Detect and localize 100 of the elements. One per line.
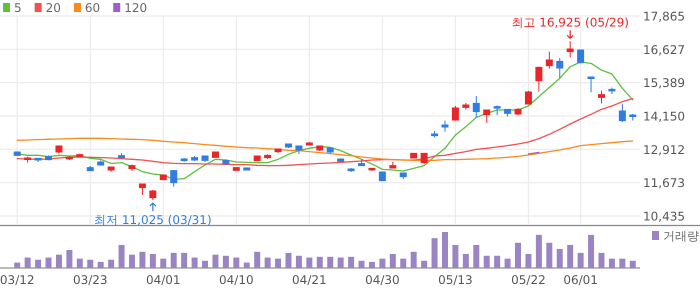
candlestick	[472, 95, 480, 118]
bar	[14, 262, 20, 268]
legend-label: 20	[46, 1, 61, 15]
candlestick	[14, 150, 21, 156]
candlestick	[358, 158, 366, 166]
bar	[118, 244, 125, 268]
bar	[536, 234, 542, 268]
candlestick	[212, 152, 219, 158]
y-tick-label: 11,673	[643, 176, 685, 190]
candlestick	[295, 146, 302, 154]
candlestick	[108, 166, 115, 172]
bar	[316, 256, 323, 268]
candlestick	[316, 146, 324, 152]
y-tick-label: 15,389	[643, 76, 685, 90]
candlestick	[170, 169, 178, 188]
candlestick	[66, 155, 73, 160]
bar	[504, 258, 511, 268]
bar	[421, 260, 428, 268]
bar	[128, 254, 135, 268]
candlestick	[274, 148, 282, 154]
legend-label: 5	[14, 1, 22, 15]
candlestick	[180, 158, 188, 162]
legend-label: 60	[84, 1, 100, 15]
candlestick	[524, 90, 532, 105]
candlestick	[149, 189, 156, 201]
candlestick	[118, 152, 126, 160]
bar	[222, 256, 229, 268]
bar	[410, 252, 417, 268]
bar	[432, 238, 438, 268]
legend-label: 거래량	[663, 229, 699, 243]
candlestick	[535, 66, 542, 92]
y-tick-label: 10,435	[643, 209, 685, 224]
candlestick	[191, 155, 198, 162]
candlestick	[34, 158, 42, 162]
legend-label: 120	[124, 1, 148, 15]
candlestick	[128, 164, 136, 172]
x-tick-label: 04/21	[292, 273, 327, 287]
bar	[254, 252, 260, 268]
bar	[462, 254, 469, 268]
x-tick-label: 03/12	[0, 273, 35, 287]
candlestick	[264, 154, 272, 160]
candlestick	[389, 161, 396, 168]
candlestick	[76, 153, 84, 158]
bar	[588, 234, 594, 268]
bar	[358, 260, 365, 268]
bar	[160, 258, 166, 268]
candlestick	[243, 166, 250, 171]
candlestick	[483, 109, 490, 124]
x-tick-label: 04/01	[146, 273, 181, 287]
bar	[244, 262, 250, 268]
bar	[76, 258, 83, 268]
candlestick	[284, 144, 292, 148]
x-tick-label: 06/01	[563, 273, 598, 287]
x-tick-label: 04/30	[365, 273, 400, 287]
bar	[494, 256, 500, 268]
annotation: 최고 16,925 (05/29)	[511, 15, 629, 30]
bar	[170, 252, 177, 268]
candlestick	[55, 144, 62, 154]
bar	[630, 260, 636, 268]
bar	[24, 258, 31, 268]
bar	[442, 232, 448, 268]
bar	[296, 256, 302, 268]
y-tick-label: 12,912	[643, 142, 685, 157]
bar	[368, 262, 375, 268]
candlestick	[629, 114, 636, 122]
annotation: 최저 11,025 (03/31)	[94, 213, 212, 228]
x-tick-label: 04/10	[219, 273, 254, 287]
candlestick	[45, 154, 52, 161]
bar	[484, 256, 490, 268]
bar	[379, 258, 386, 268]
y-tick-label: 14,150	[643, 109, 685, 124]
bar	[98, 262, 104, 268]
bar	[150, 254, 156, 268]
bar	[546, 242, 552, 268]
candlestick	[494, 104, 501, 116]
candlestick	[86, 166, 94, 172]
bar	[608, 258, 615, 268]
y-tick-label: 17,865	[643, 10, 685, 24]
bar	[66, 250, 72, 268]
line-series	[16, 138, 634, 162]
candlestick	[431, 130, 438, 138]
bar	[192, 258, 198, 268]
bar	[233, 258, 240, 268]
line-series	[16, 98, 634, 166]
bar	[338, 258, 344, 268]
candlestick	[504, 108, 512, 118]
bar	[556, 248, 563, 268]
bar	[202, 260, 208, 268]
bar	[139, 252, 146, 268]
candlestick	[326, 147, 334, 154]
candlestick	[566, 40, 574, 58]
candlestick	[378, 172, 386, 182]
x-tick-label: 03/23	[72, 273, 108, 287]
y-tick-label: 16,627	[643, 42, 685, 57]
bar	[348, 256, 354, 268]
candlestick	[24, 156, 32, 164]
bar	[525, 254, 532, 268]
bar	[400, 258, 406, 268]
bar	[619, 258, 626, 268]
candlestick	[618, 104, 626, 122]
